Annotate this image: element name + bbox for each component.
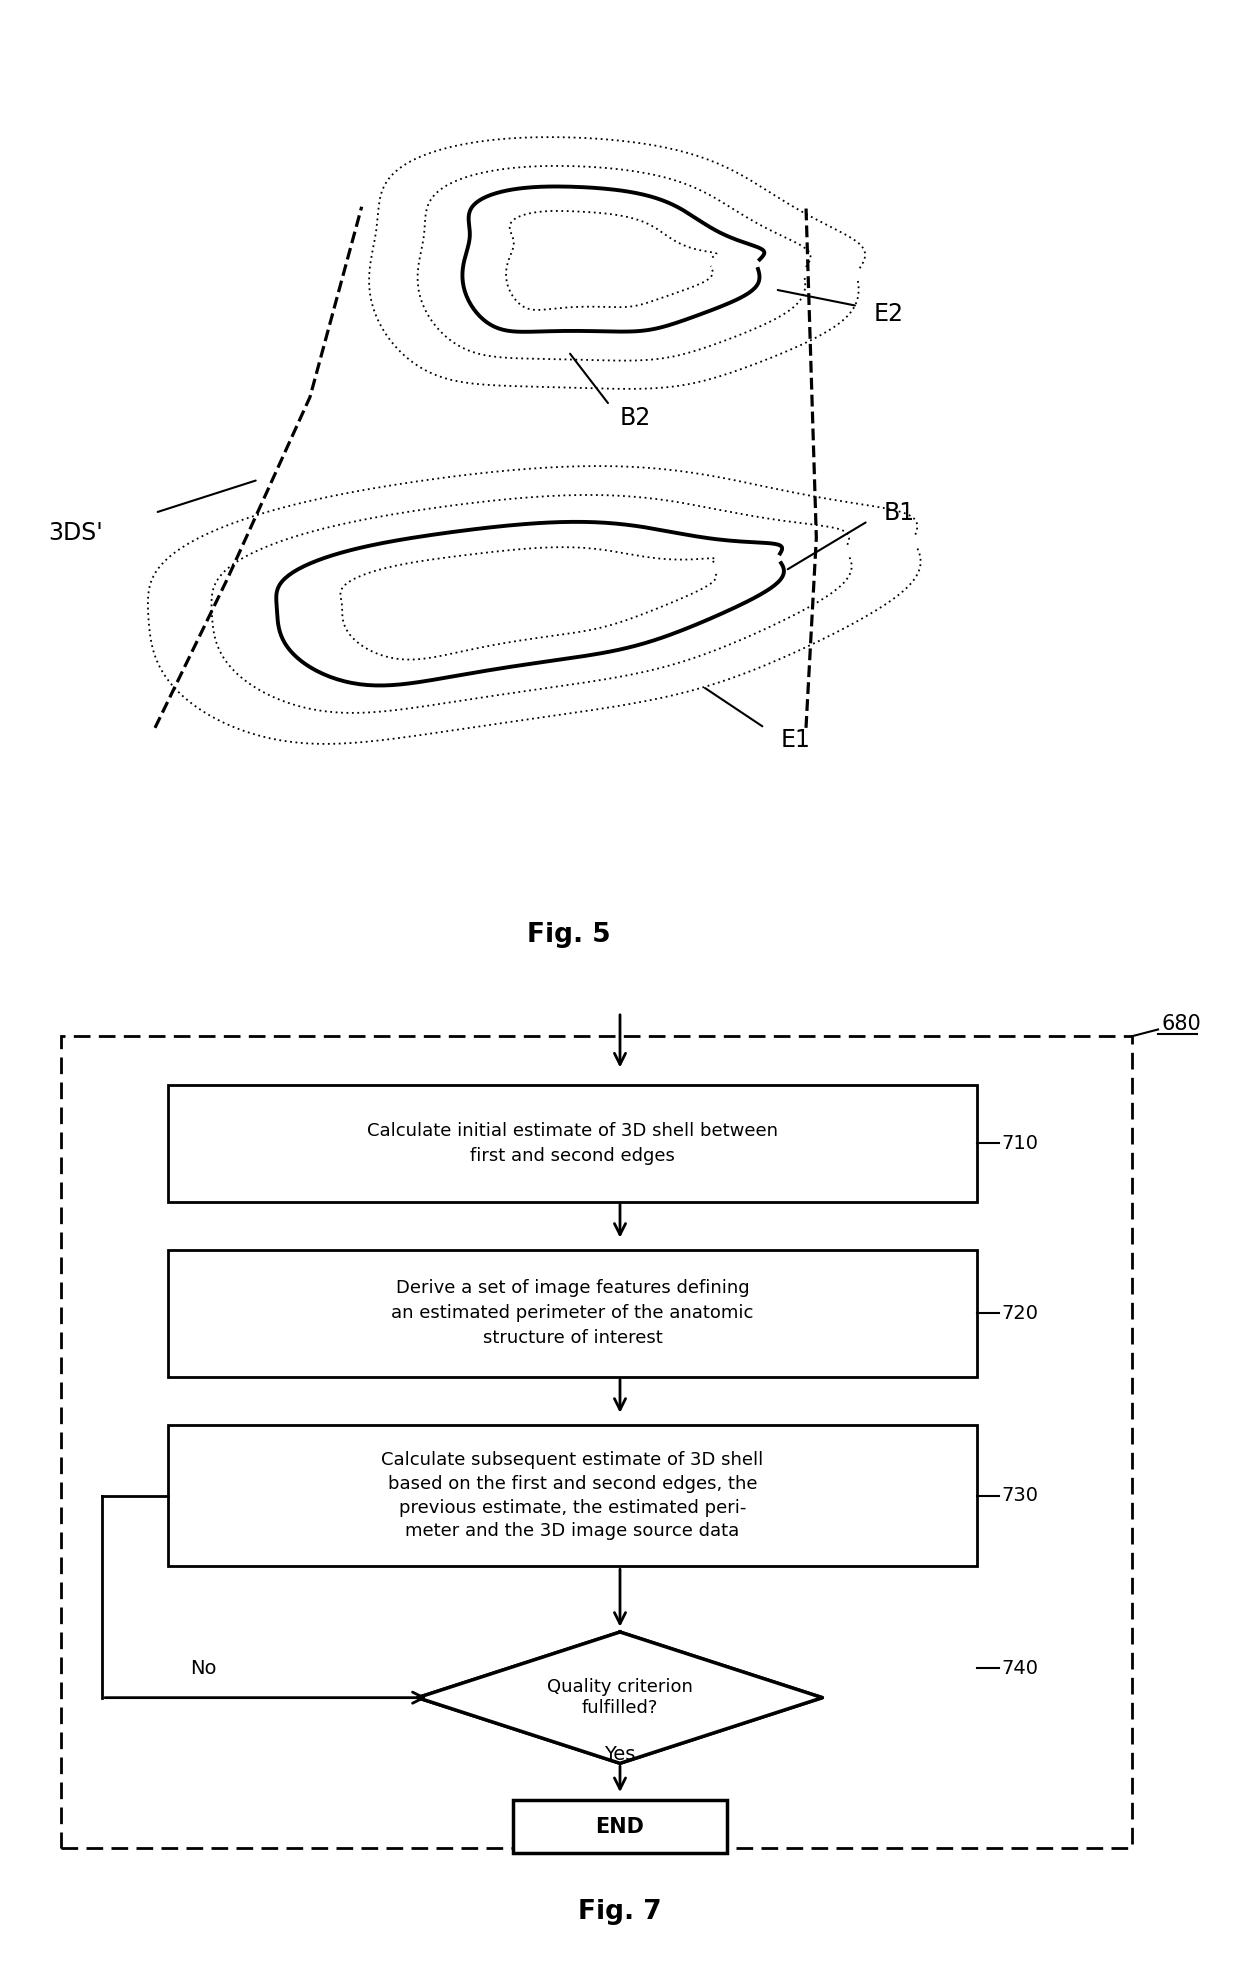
Text: Calculate subsequent estimate of 3D shell
based on the first and second edges, t: Calculate subsequent estimate of 3D shel… bbox=[381, 1451, 764, 1540]
Text: 720: 720 bbox=[1001, 1304, 1038, 1322]
Text: 730: 730 bbox=[1001, 1487, 1038, 1505]
Text: No: No bbox=[190, 1659, 217, 1677]
Text: END: END bbox=[595, 1816, 645, 1836]
Polygon shape bbox=[418, 1632, 822, 1763]
FancyBboxPatch shape bbox=[513, 1800, 727, 1854]
FancyBboxPatch shape bbox=[167, 1086, 977, 1201]
FancyBboxPatch shape bbox=[61, 1036, 1132, 1848]
Text: B1: B1 bbox=[883, 500, 915, 524]
Text: Calculate initial estimate of 3D shell between
first and second edges: Calculate initial estimate of 3D shell b… bbox=[367, 1122, 777, 1165]
Text: 740: 740 bbox=[1001, 1659, 1038, 1677]
Text: B2: B2 bbox=[620, 405, 651, 429]
Text: E2: E2 bbox=[873, 302, 903, 326]
Text: Derive a set of image features defining
an estimated perimeter of the anatomic
s: Derive a set of image features defining … bbox=[391, 1280, 754, 1348]
Text: 3DS': 3DS' bbox=[48, 522, 103, 546]
Text: 680: 680 bbox=[1162, 1014, 1202, 1034]
Text: Fig. 5: Fig. 5 bbox=[527, 921, 610, 947]
Text: 710: 710 bbox=[1001, 1133, 1038, 1153]
Text: E1: E1 bbox=[780, 728, 810, 752]
FancyBboxPatch shape bbox=[167, 1425, 977, 1566]
Text: Fig. 7: Fig. 7 bbox=[578, 1900, 662, 1925]
Text: Quality criterion
fulfilled?: Quality criterion fulfilled? bbox=[547, 1677, 693, 1717]
FancyBboxPatch shape bbox=[167, 1251, 977, 1378]
Text: Yes: Yes bbox=[604, 1745, 636, 1765]
